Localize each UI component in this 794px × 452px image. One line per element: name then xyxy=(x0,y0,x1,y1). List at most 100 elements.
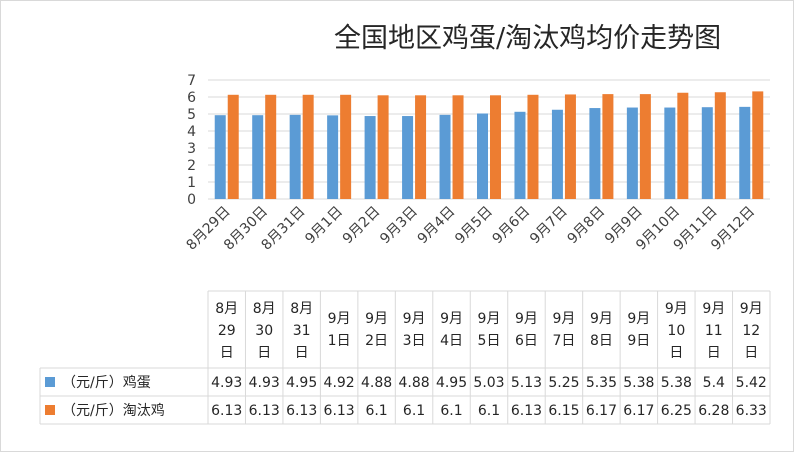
bar-hen xyxy=(227,94,239,199)
y-tick-label: 1 xyxy=(187,175,196,191)
table-header-cell: 日 xyxy=(669,345,683,361)
table-value-cell: 6.13 xyxy=(286,403,317,419)
bar-egg xyxy=(551,109,563,199)
bar-hen xyxy=(677,92,689,199)
bar-hen xyxy=(564,94,576,199)
table-header-cell: 11 xyxy=(705,323,723,339)
table-header-cell: 12 xyxy=(742,323,760,339)
table-value-cell: 5.42 xyxy=(736,375,767,391)
bar-egg xyxy=(364,116,376,199)
table-value-cell: 5.13 xyxy=(511,375,542,391)
table-header-cell: 9月 xyxy=(515,311,538,327)
bar-egg xyxy=(514,111,526,199)
table-header-cell: 9月 xyxy=(702,301,725,317)
table-value-cell: 6.1 xyxy=(365,403,387,419)
bar-hen xyxy=(452,95,464,199)
legend-label: （元/斤）淘汰鸡 xyxy=(62,402,165,419)
table-header-cell: 6日 xyxy=(515,333,538,349)
bar-hen xyxy=(602,94,614,199)
y-tick-label: 7 xyxy=(187,73,196,89)
bar-hen xyxy=(714,92,726,199)
bar-hen xyxy=(302,94,314,199)
table-header-cell: 9月 xyxy=(590,311,613,327)
bar-hen xyxy=(415,95,427,199)
table-value-cell: 6.33 xyxy=(736,403,767,419)
x-category-label: 9月2日 xyxy=(340,204,384,248)
table-value-cell: 5.38 xyxy=(623,375,654,391)
bar-hen xyxy=(527,94,539,199)
table-value-cell: 5.38 xyxy=(661,375,692,391)
legend-label: （元/斤）鸡蛋 xyxy=(62,374,151,391)
table-value-cell: 6.25 xyxy=(661,403,692,419)
table-value-cell: 6.1 xyxy=(403,403,425,419)
bar-egg xyxy=(626,107,638,199)
table-value-cell: 5.35 xyxy=(586,375,617,391)
bar-egg xyxy=(477,113,488,199)
table-value-cell: 6.13 xyxy=(211,403,242,419)
table-header-cell: 5日 xyxy=(478,333,501,349)
table-value-cell: 4.93 xyxy=(211,375,242,391)
bar-hen xyxy=(490,95,501,199)
bar-egg xyxy=(664,107,676,199)
bar-hen xyxy=(265,94,277,199)
table-header-cell: 日 xyxy=(220,345,234,361)
table-header-cell: 日 xyxy=(257,345,271,361)
table-value-cell: 6.15 xyxy=(548,403,579,419)
legend-swatch xyxy=(45,377,55,387)
x-category-label: 9月7日 xyxy=(527,204,571,248)
table-value-cell: 5.03 xyxy=(473,375,504,391)
y-tick-label: 5 xyxy=(187,107,196,123)
table-value-cell: 4.88 xyxy=(398,375,429,391)
table-header-cell: 9日 xyxy=(627,333,650,349)
table-value-cell: 4.88 xyxy=(361,375,392,391)
table-value-cell: 5.4 xyxy=(703,375,725,391)
chart-title: 全国地区鸡蛋/淘汰鸡均价走势图 xyxy=(334,23,722,54)
table-value-cell: 6.13 xyxy=(511,403,542,419)
table-value-cell: 6.1 xyxy=(440,403,462,419)
table-header-cell: 9月 xyxy=(478,311,501,327)
y-tick-label: 2 xyxy=(187,158,196,174)
y-tick-label: 0 xyxy=(187,192,196,208)
table-header-cell: 29 xyxy=(218,323,236,339)
x-category-label: 9月8日 xyxy=(565,204,609,248)
bar-hen xyxy=(639,94,651,199)
table-value-cell: 4.92 xyxy=(324,375,355,391)
table-header-cell: 4日 xyxy=(440,333,463,349)
table-header-cell: 8月 xyxy=(253,301,276,317)
bar-egg xyxy=(701,107,713,199)
table-header-cell: 9月 xyxy=(665,301,688,317)
x-category-label: 9月5日 xyxy=(452,204,496,248)
table-header-cell: 9月 xyxy=(403,311,426,327)
x-category-label: 9月4日 xyxy=(415,204,459,248)
table-header-cell: 31 xyxy=(293,323,311,339)
table-value-cell: 6.17 xyxy=(623,403,654,419)
table-header-cell: 30 xyxy=(255,323,273,339)
table-value-cell: 4.95 xyxy=(286,375,317,391)
table-header-cell: 9月 xyxy=(740,301,763,317)
bar-egg xyxy=(214,115,226,199)
bar-egg xyxy=(289,114,301,199)
table-header-cell: 9月 xyxy=(552,311,575,327)
bar-egg xyxy=(589,108,601,199)
table-header-cell: 3日 xyxy=(403,333,426,349)
table-header-cell: 10 xyxy=(667,323,685,339)
table-header-cell: 8月 xyxy=(215,301,238,317)
x-category-label: 9月3日 xyxy=(377,204,421,248)
table-header-cell: 日 xyxy=(744,345,758,361)
table-header-cell: 日 xyxy=(707,345,721,361)
table-header-cell: 1日 xyxy=(328,333,351,349)
table-value-cell: 6.17 xyxy=(586,403,617,419)
table-header-cell: 8月 xyxy=(290,301,313,317)
x-category-label: 9月6日 xyxy=(490,204,534,248)
bar-hen xyxy=(340,94,352,199)
bar-egg xyxy=(252,115,264,199)
bar-egg xyxy=(439,114,451,199)
bar-hen xyxy=(752,91,764,199)
x-category-label: 9月1日 xyxy=(302,204,346,248)
table-header-cell: 7日 xyxy=(552,333,575,349)
y-tick-label: 4 xyxy=(187,124,196,140)
table-value-cell: 6.13 xyxy=(324,403,355,419)
table-header-cell: 2日 xyxy=(365,333,388,349)
